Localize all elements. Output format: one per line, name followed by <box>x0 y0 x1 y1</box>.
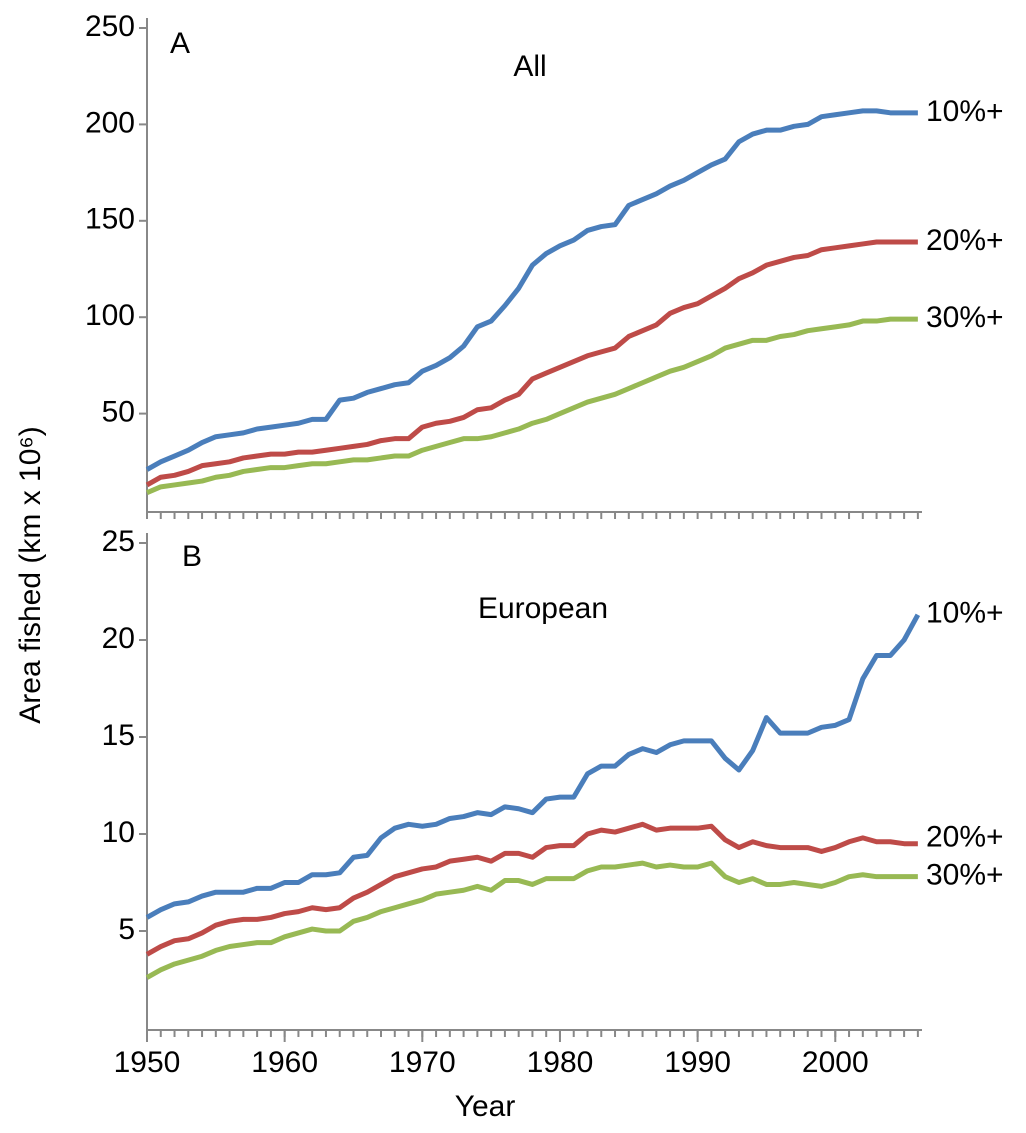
legend-entry: 10%+ <box>926 95 1004 128</box>
series-line <box>145 108 918 472</box>
x-tick-label: 2000 <box>802 1046 869 1079</box>
legend-entry: 30%+ <box>926 301 1004 334</box>
y-tick-label: 20 <box>102 622 135 655</box>
series-line <box>146 316 918 495</box>
series-line <box>145 821 918 957</box>
y-tick-label: 10 <box>102 816 135 849</box>
panel-label: B <box>182 540 202 573</box>
panel-subtitle: All <box>513 50 546 83</box>
series-line <box>145 860 918 980</box>
x-tick-label: 1950 <box>114 1046 181 1079</box>
y-tick-label: 100 <box>85 299 135 332</box>
y-tick-label: 15 <box>102 719 135 752</box>
series-line <box>145 239 918 488</box>
y-tick-label: 200 <box>85 106 135 139</box>
x-tick-label: 1960 <box>251 1046 318 1079</box>
y-tick-label: 50 <box>102 396 135 429</box>
panel-label: A <box>170 27 190 60</box>
legend-entry: 20%+ <box>926 821 1004 854</box>
legend-entry: 30%+ <box>926 859 1004 892</box>
y-tick-label: 250 <box>85 10 135 43</box>
panel-subtitle: European <box>478 592 608 625</box>
y-axis-label: Area fished (km x 10⁶) <box>14 426 47 723</box>
y-tick-label: 25 <box>102 525 135 558</box>
x-axis-label: Year <box>455 1090 516 1123</box>
legend-entry: 10%+ <box>926 597 1004 630</box>
x-tick-label: 1990 <box>664 1046 731 1079</box>
y-tick-label: 150 <box>85 203 135 236</box>
x-tick-label: 1970 <box>389 1046 456 1079</box>
series-line <box>145 613 921 920</box>
y-tick-label: 5 <box>118 913 135 946</box>
legend-entry: 20%+ <box>926 224 1004 257</box>
x-tick-label: 1980 <box>527 1046 594 1079</box>
